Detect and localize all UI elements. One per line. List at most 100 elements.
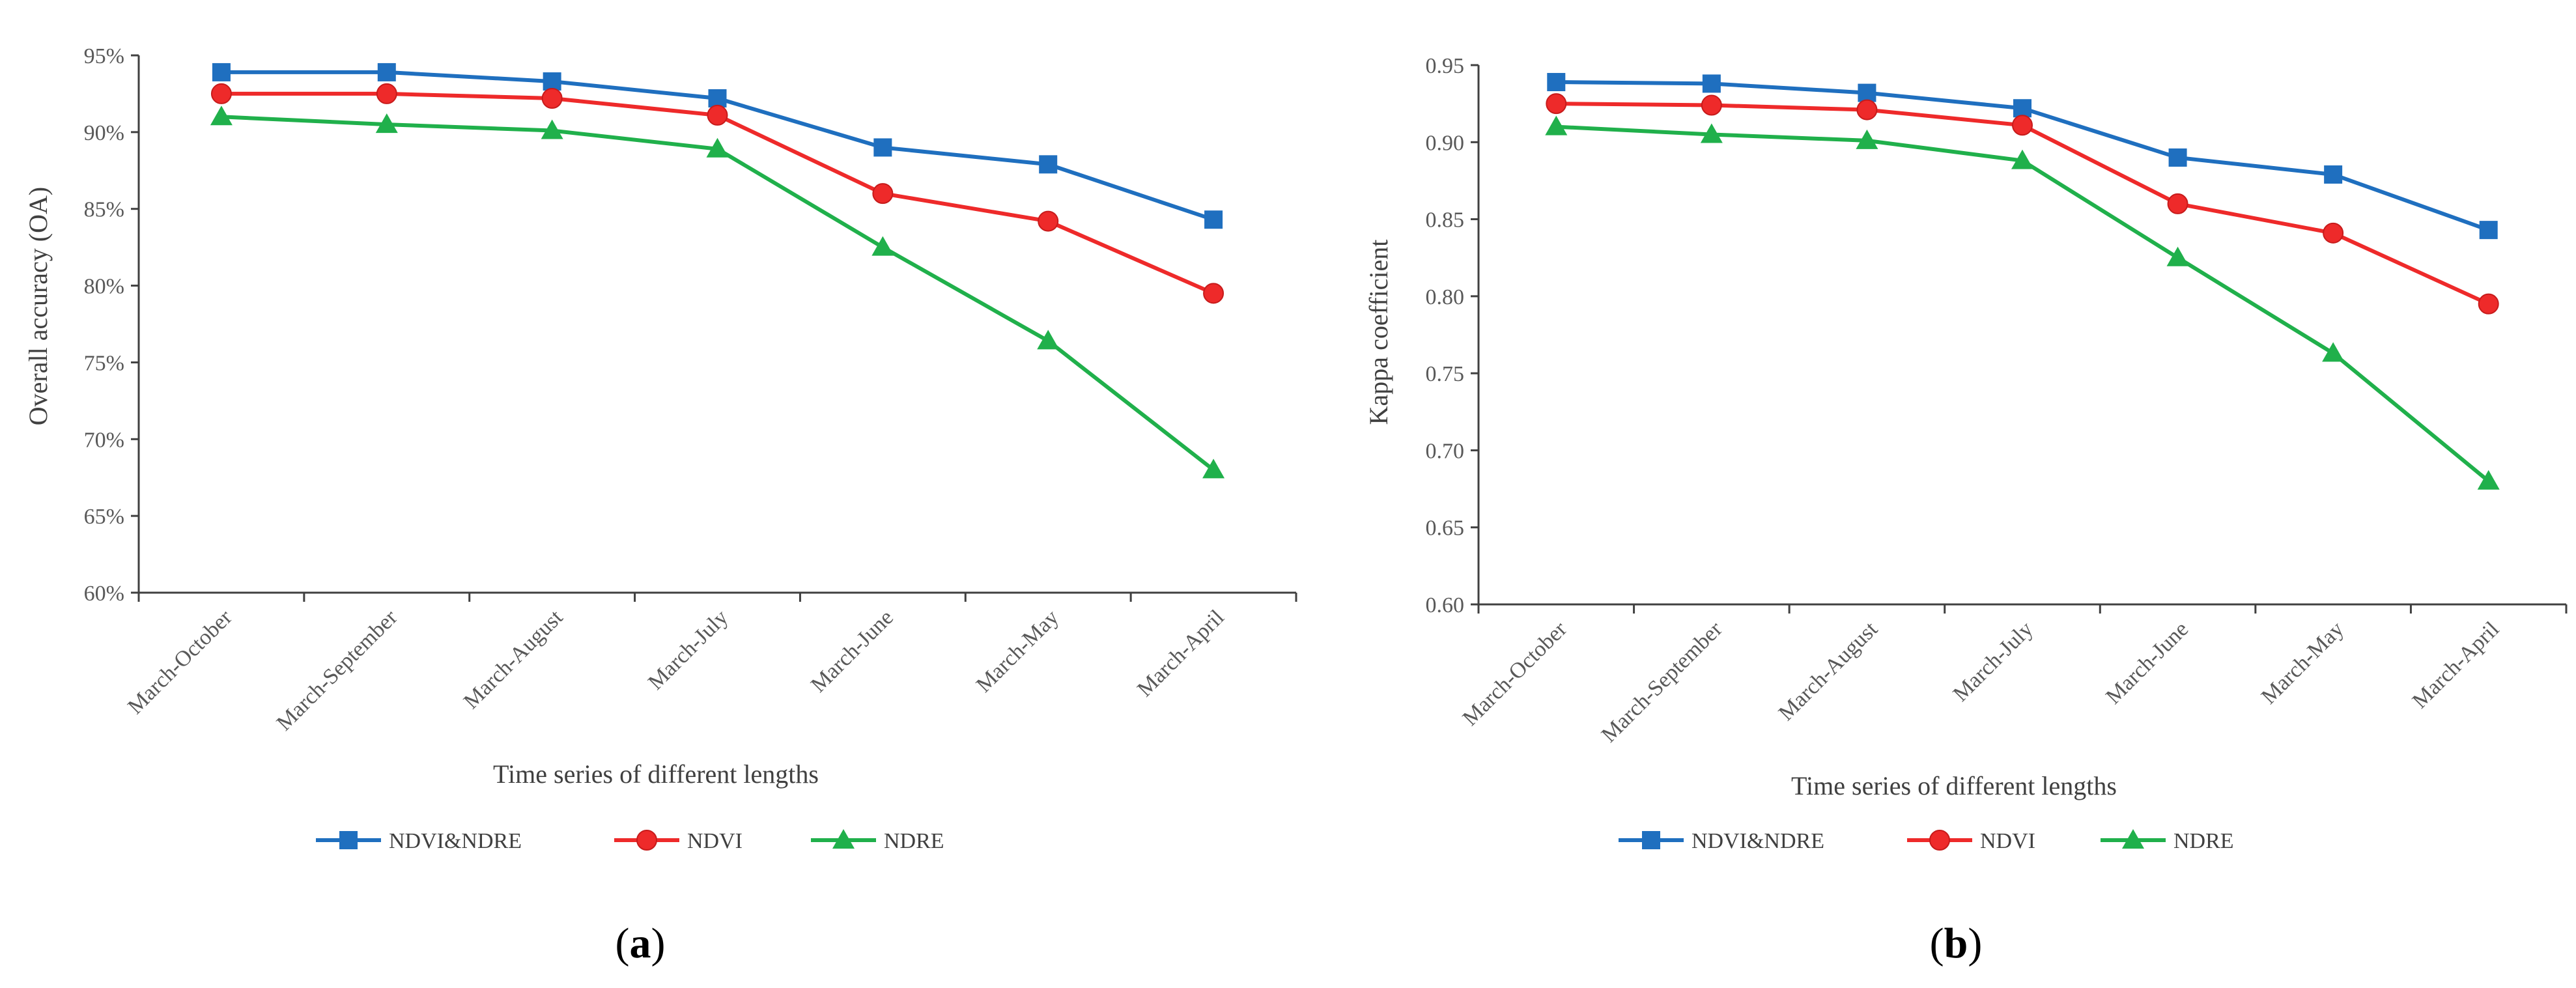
- data-point-ndre: [541, 119, 563, 139]
- y-tick-label: 60%: [84, 582, 124, 606]
- legend-label: NDRE: [884, 829, 944, 853]
- data-point-ndvi: [707, 104, 728, 126]
- data-point-ndvi: [2478, 293, 2499, 315]
- data-point-ndvi-ndre: [2324, 165, 2343, 184]
- axes-b: [1471, 64, 2568, 614]
- legend-swatch-marker: [1642, 831, 1660, 849]
- series-group-b: [1545, 73, 2500, 490]
- y-tick-label: 0.95: [1426, 54, 1465, 78]
- data-point-ndre: [2011, 149, 2033, 169]
- panel-label-a-letter: a: [630, 920, 651, 967]
- y-axis-title-b: Kappa coefficient: [1364, 240, 1393, 425]
- data-point-ndvi-ndre: [1547, 73, 1566, 92]
- data-point-ndre: [1202, 459, 1225, 479]
- y-tick-label: 0.90: [1426, 131, 1465, 155]
- data-point-ndre: [210, 106, 233, 126]
- y-tick-label: 70%: [84, 428, 124, 452]
- y-tick-labels-b: 0.60 0.65 0.70 0.75 0.80 0.85 0.90 0.95: [1426, 54, 1465, 617]
- data-point-ndvi-ndre: [1702, 74, 1721, 93]
- axes-a: [131, 54, 1297, 602]
- y-axis-title-a: Overall accuracy (OA): [23, 187, 53, 425]
- data-point-ndre: [1545, 115, 1568, 135]
- data-point-ndvi-ndre: [1204, 210, 1223, 229]
- panel-label-a-close: ): [651, 920, 666, 967]
- data-point-ndre: [871, 236, 894, 256]
- data-point-ndvi-ndre: [543, 72, 561, 91]
- data-point-ndvi: [2323, 222, 2344, 244]
- data-point-ndvi-ndre: [1039, 155, 1058, 174]
- data-point-ndre: [1037, 330, 1060, 350]
- series-group-a: [210, 63, 1225, 479]
- data-point-ndvi-ndre: [1858, 83, 1876, 102]
- y-tick-label: 0.65: [1426, 516, 1465, 541]
- y-tick-labels-a: 60% 65% 70% 75% 80% 85% 90% 95%: [84, 44, 124, 606]
- data-point-ndre: [1700, 123, 1723, 143]
- data-point-ndre: [2166, 246, 2189, 266]
- legend-label: NDVI&NDRE: [389, 829, 522, 853]
- series-ndre: [210, 106, 1225, 479]
- data-point-ndvi-ndre: [2013, 99, 2031, 118]
- y-tick-label: 90%: [84, 121, 124, 145]
- panel-label-b-letter: b: [1944, 920, 1968, 967]
- legend-label: NDVI&NDRE: [1691, 829, 1824, 853]
- data-point-ndvi: [872, 183, 894, 205]
- y-tick-label: 65%: [84, 505, 124, 529]
- data-point-ndre: [1856, 129, 1878, 149]
- series-ndvi: [1546, 93, 2499, 315]
- panel-label-b-close: ): [1968, 920, 1982, 967]
- data-point-ndre: [375, 113, 398, 134]
- series-ndvi: [210, 83, 1224, 304]
- legend-a: NDVI&NDRE NDVI NDRE: [316, 829, 944, 853]
- legend-swatch-marker: [1929, 830, 1950, 851]
- legend-item-ndvi-ndre: NDVI&NDRE: [1619, 829, 1824, 853]
- data-point-ndvi-ndre: [2479, 221, 2498, 240]
- data-point-ndvi: [2167, 193, 2188, 214]
- legend-swatch-marker: [832, 829, 855, 849]
- panel-label-b-open: (: [1930, 920, 1944, 967]
- series-ndvi-ndre: [212, 63, 1223, 229]
- data-point-ndvi-ndre: [873, 138, 892, 157]
- y-tick-label: 80%: [84, 275, 124, 299]
- data-point-ndvi-ndre: [708, 89, 727, 107]
- data-point-ndvi: [210, 83, 232, 104]
- data-point-ndvi: [1203, 283, 1224, 304]
- legend-b: NDVI&NDRE NDVI NDRE: [1619, 829, 2234, 853]
- legend-label: NDRE: [2173, 829, 2234, 853]
- data-point-ndvi-ndre: [377, 63, 396, 81]
- data-point-ndvi: [1701, 94, 1722, 116]
- panel-label-b: (b): [1930, 920, 1983, 967]
- data-point-ndvi-ndre: [2168, 148, 2187, 167]
- legend-label: NDVI: [687, 829, 743, 853]
- y-tick-label: 95%: [84, 44, 124, 68]
- data-point-ndvi: [2012, 115, 2033, 136]
- data-point-ndre: [2322, 342, 2345, 362]
- data-point-ndvi: [541, 88, 563, 109]
- y-tick-label: 85%: [84, 198, 124, 222]
- x-axis-title-a: Time series of different lengths: [493, 759, 819, 789]
- y-tick-label: 0.85: [1426, 208, 1465, 233]
- y-tick-label: 75%: [84, 351, 124, 375]
- series-ndvi-ndre: [1547, 73, 2498, 240]
- data-point-ndvi-ndre: [212, 63, 231, 81]
- legend-label: NDVI: [1980, 829, 2035, 853]
- data-point-ndre: [706, 137, 729, 158]
- data-point-ndvi: [1546, 93, 1567, 115]
- data-point-ndre: [2477, 470, 2500, 490]
- legend-item-ndre: NDRE: [811, 829, 944, 853]
- legend-item-ndre: NDRE: [2101, 829, 2234, 853]
- legend-item-ndvi-ndre: NDVI&NDRE: [316, 829, 522, 853]
- data-point-ndvi: [1856, 99, 1878, 120]
- legend-item-ndvi: NDVI: [1907, 829, 2035, 853]
- x-axis-title-b: Time series of different lengths: [1791, 771, 2117, 800]
- legend-swatch-marker: [2122, 829, 2144, 849]
- y-tick-label: 0.75: [1426, 362, 1465, 386]
- panel-label-a-open: (: [616, 920, 630, 967]
- data-point-ndvi: [1038, 210, 1059, 232]
- legend-swatch-marker: [636, 830, 657, 851]
- data-point-ndvi: [376, 83, 397, 104]
- legend-swatch-marker: [339, 831, 358, 849]
- panel-label-a: (a): [616, 920, 666, 967]
- series-ndre: [1545, 115, 2500, 490]
- legend-item-ndvi: NDVI: [614, 829, 743, 853]
